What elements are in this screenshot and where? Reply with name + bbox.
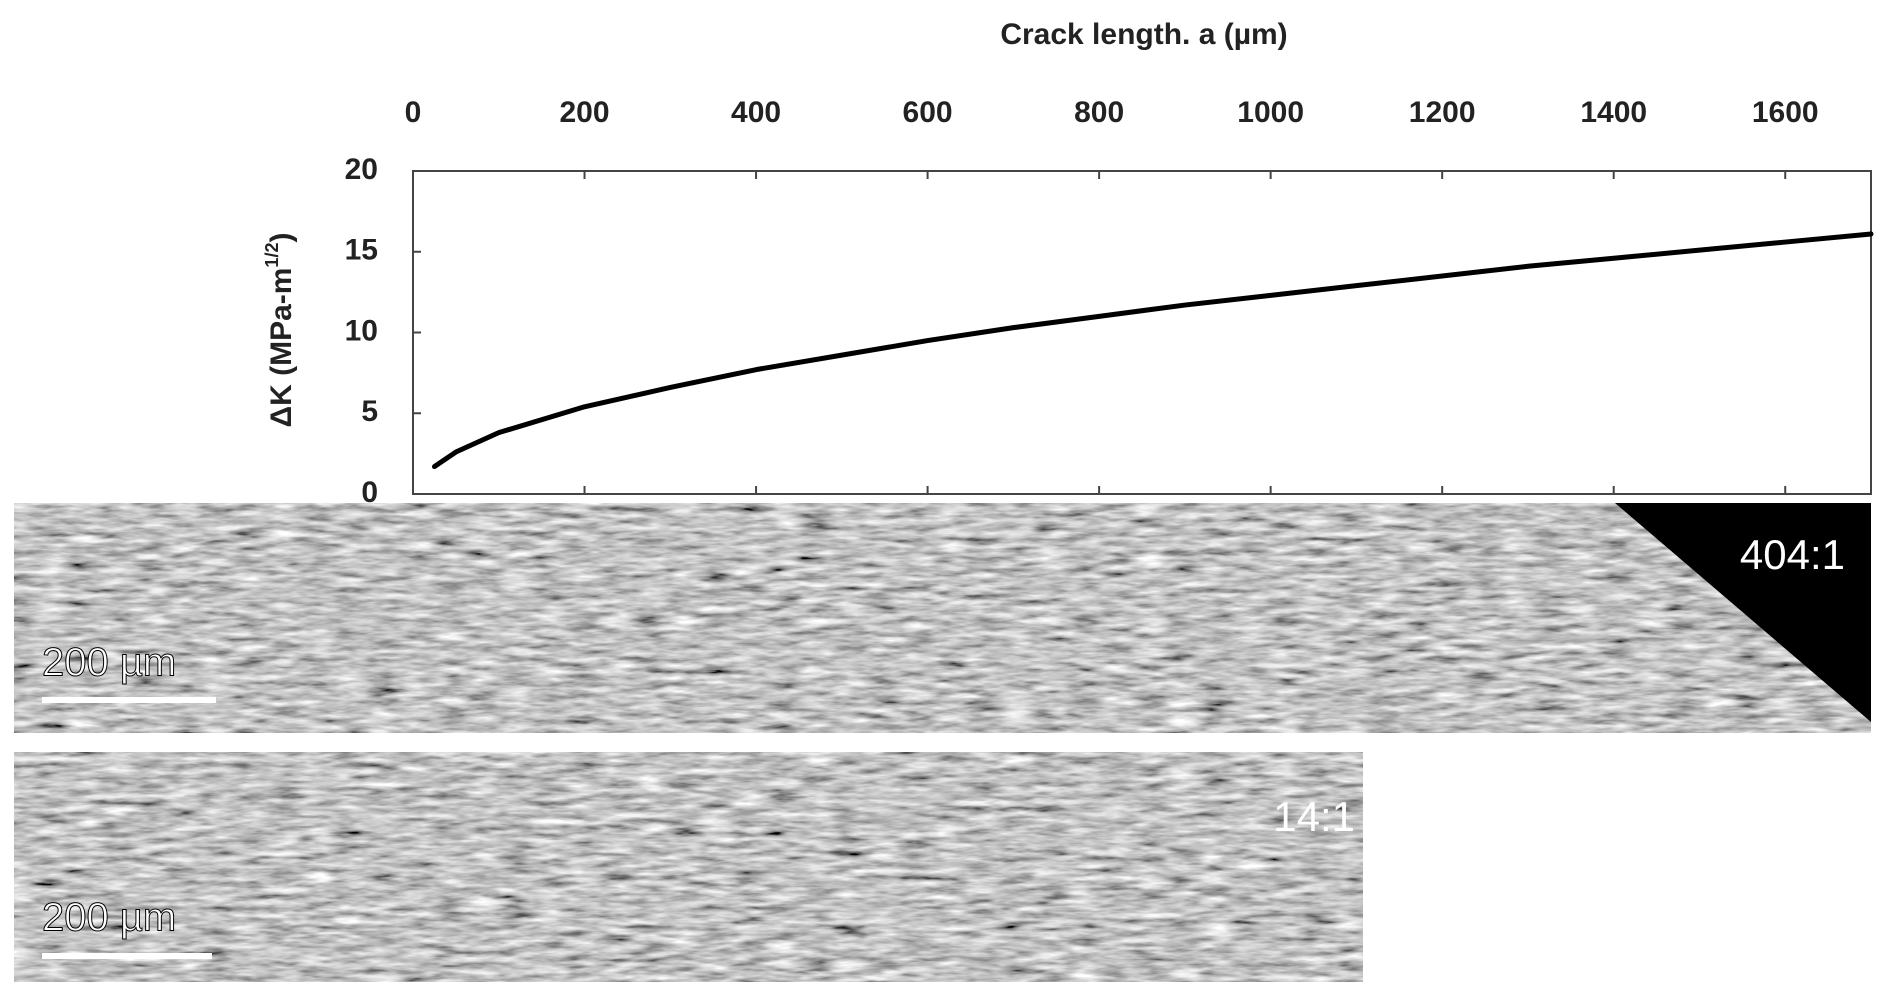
magnification-label: 404:1 (1740, 531, 1845, 578)
x-tick-label: 1600 (1752, 96, 1819, 129)
sem-texture (14, 752, 1363, 982)
x-tick-label: 400 (731, 96, 781, 129)
x-tick-label: 0 (405, 96, 422, 129)
y-title-sup: 1/2 (262, 243, 282, 268)
sem-image-1: 200 µm 404:1 (14, 503, 1871, 733)
data-line (434, 234, 1871, 467)
y-tick-label: 20 (345, 153, 378, 186)
sem-image-2: 200 µm 14:1 (14, 752, 1363, 982)
scale-bar-label: 200 µm (42, 641, 176, 685)
y-axis-title: ΔK (MPa-m1/2) (262, 233, 298, 428)
x-axis-title: Crack length. a (µm) (1000, 18, 1287, 51)
x-tick-label: 600 (903, 96, 953, 129)
x-tick-label: 200 (559, 96, 609, 129)
x-tick-label: 1000 (1237, 96, 1304, 129)
y-title-end: ) (265, 233, 298, 243)
x-tick-label: 800 (1074, 96, 1124, 129)
figure: Crack length. a (µm) ΔK (MPa-m1/2) 200 µ… (0, 0, 1879, 1006)
y-tick-label: 5 (361, 395, 378, 428)
y-tick-label: 0 (361, 476, 378, 509)
y-title-main: ΔK (MPa-m (265, 268, 298, 428)
y-tick-label: 15 (345, 234, 378, 267)
x-tick-label: 1400 (1580, 96, 1647, 129)
scale-bar-label: 200 µm (42, 896, 176, 940)
plot-frame (413, 171, 1871, 494)
sem-texture (14, 503, 1871, 733)
y-tick-label: 10 (345, 314, 378, 347)
magnification-label: 14:1 (1273, 793, 1355, 840)
x-tick-label: 1200 (1409, 96, 1476, 129)
